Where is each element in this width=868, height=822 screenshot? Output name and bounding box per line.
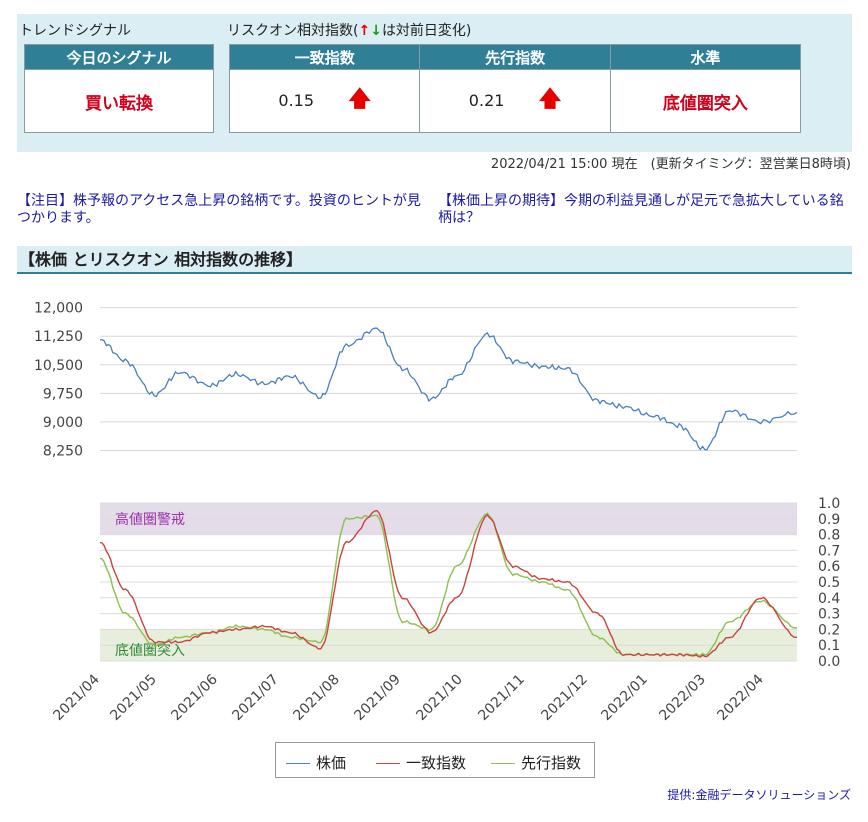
coincident-index-line [99,509,798,658]
data-credit: 提供:金融データソリューションズ [667,788,851,802]
price-y-tick-label: 9,000 [43,415,83,431]
x-tick-label: 2021/11 [475,672,527,724]
leading-up-icon: 🡅 [538,87,562,112]
risk-on-table: 一致指数 先行指数 水準 0.15 🡅 0.21 🡅 底値圏突入 [228,44,802,133]
x-tick-label: 2021/10 [413,672,465,724]
chart-legend: 株価 一致指数 先行指数 [275,742,595,778]
x-tick-label: 2021/05 [107,672,159,724]
trend-signal-table: 今日のシグナル 買い転換 [24,44,214,133]
index-y-tick-label: 1.0 [818,496,840,512]
price-y-tick-label: 11,250 [34,329,83,345]
x-tick-label: 2021/06 [168,671,221,724]
trend-signal-title: トレンドシグナル [19,23,131,39]
legend-swatch-stock [286,763,310,764]
level-header: 水準 [609,44,802,70]
trend-signal-header: 今日のシグナル [24,44,214,70]
index-y-tick-label: 0.3 [818,607,840,623]
coincident-up-icon: 🡅 [348,87,372,112]
legend-item-coincident: 一致指数 [376,752,466,773]
legend-item-stock: 株価 [286,752,346,773]
arrow-up-icon: ↑ [358,23,371,39]
index-y-tick-label: 0.7 [818,543,840,559]
index-y-tick-label: 0.2 [818,622,840,638]
section-title: 【株価 とリスクオン 相対指数の推移】 [17,246,852,274]
leading-value: 0.21 [468,90,505,110]
trend-signal-value: 買い転換 [85,93,153,114]
x-tick-label: 2022/04 [714,671,767,724]
price-y-tick-label: 12,000 [34,301,83,317]
x-tick-label: 2021/04 [50,671,103,724]
arrow-down-icon: ↓ [370,23,382,39]
legend-swatch-coincident [376,763,400,764]
index-y-tick-label: 0.0 [818,654,840,670]
price-y-tick-label: 9,750 [43,386,83,402]
index-y-tick-label: 0.9 [818,512,840,528]
risk-on-title: リスクオン相対指数(↑↓は対前日変化) [227,23,472,39]
x-tick-label: 2021/09 [351,672,403,724]
x-tick-label: 2021/12 [538,672,590,724]
signal-panel: トレンドシグナル リスクオン相対指数(↑↓は対前日変化) 今日のシグナル 買い転… [17,14,852,152]
high-zone-label: 高値圏警戒 [115,511,185,528]
x-tick-label: 2022/03 [656,672,708,724]
x-tick-label: 2022/01 [598,672,650,724]
stock-price-line [99,327,798,451]
news-link-profit[interactable]: 【株価上昇の期待】今期の利益見通しが足元で急拡大している銘柄は？ [438,193,844,226]
level-value: 底値圏突入 [662,93,748,114]
index-y-tick-label: 0.5 [818,575,840,591]
x-tick-label: 2021/07 [229,672,281,724]
x-tick-label: 2021/08 [290,672,342,724]
coincident-header: 一致指数 [228,44,421,70]
low-zone-label: 底値圏突入 [115,643,185,659]
leading-header: 先行指数 [419,44,611,70]
price-y-tick-label: 8,250 [43,443,83,459]
index-y-tick-label: 0.8 [818,528,840,544]
legend-swatch-leading [491,763,515,764]
update-timestamp: 2022/04/21 15:00 現在 (更新タイミング：翌営業日8時頃) [490,157,851,172]
price-y-tick-label: 10,500 [34,358,83,374]
index-y-tick-label: 0.1 [818,638,840,654]
legend-item-leading: 先行指数 [491,752,581,773]
coincident-value: 0.15 [278,90,315,110]
index-y-tick-label: 0.4 [818,591,840,607]
index-y-tick-label: 0.6 [818,559,840,575]
news-link-attention[interactable]: 【注目】株予報のアクセス急上昇の銘柄です。投資のヒントが見つかります。 [17,193,421,226]
